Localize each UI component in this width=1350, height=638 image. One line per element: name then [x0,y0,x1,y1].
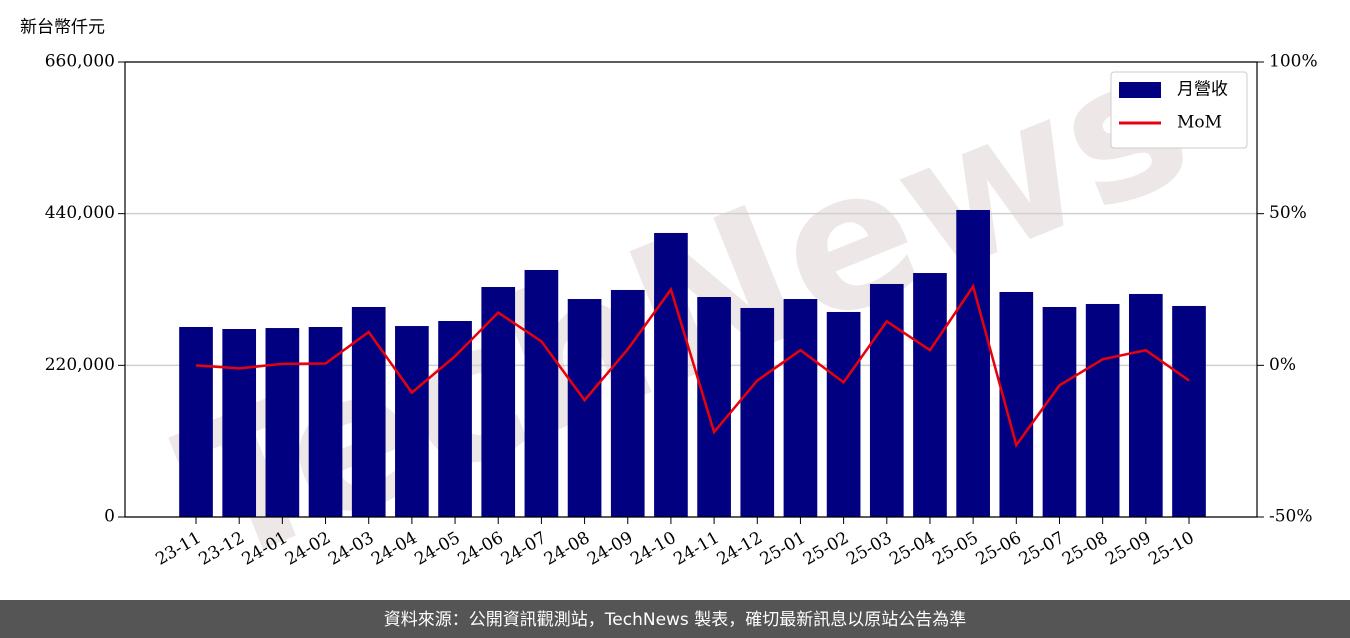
legend-label: MoM [1177,113,1222,133]
bar [438,321,472,517]
y-tick-label: 220,000 [45,355,115,375]
line [195,283,1190,448]
plot-frame [124,61,1258,518]
y2-tick-label: 50% [1269,203,1307,223]
y-tick-label: 660,000 [45,52,115,72]
footer-text: 資料來源：公開資訊觀測站，TechNews 製表，確切最新訊息以原站公告為準 [384,610,966,630]
bar [1128,293,1163,517]
x-tick-label: 24-12 [714,528,766,570]
x-tick-label: 24-06 [455,528,507,570]
x-tick-label: 24-10 [627,528,679,570]
bar [1042,307,1077,517]
x-tick-label: 24-07 [498,528,550,570]
x-tick-label: 25-09 [1102,528,1154,570]
bar [395,326,429,517]
bar [308,327,343,517]
y2-tick-label: 100% [1269,52,1318,72]
bar [697,297,731,517]
legend-label: 月營收 [1177,80,1228,100]
bar [222,329,257,517]
bar [740,307,775,517]
bar [869,283,904,517]
y-tick-label: 0 [104,507,115,527]
x-tick-label: 24-09 [584,528,636,570]
footer-bar [0,600,1350,638]
bar [351,307,386,517]
x-tick-label: 25-01 [757,528,809,570]
x-tick-label: 23-11 [152,528,204,570]
bar [1085,303,1120,517]
x-tick-label: 25-08 [1059,528,1111,570]
y2-tick-label: -50% [1269,507,1313,527]
x-tick-label: 25-02 [800,528,852,570]
y2-tick-label: 0% [1269,355,1296,375]
bar [179,327,213,517]
y-axis-label: 新台幣仟元 [20,18,105,38]
x-tick-label: 25-10 [1145,528,1197,570]
bar [567,299,602,517]
bar [1172,305,1206,517]
bar [654,232,688,517]
bar [956,210,990,517]
x-tick-label: 25-05 [929,528,981,570]
x-tick-label: 25-06 [973,528,1025,570]
x-tick-label: 24-08 [541,528,593,570]
x-tick-label: 25-04 [886,528,938,570]
bar [524,269,559,517]
bar [913,273,947,517]
legend-swatch [1119,82,1161,98]
x-tick-label: 24-11 [670,528,722,570]
bar [826,311,861,517]
y-tick-label: 440,000 [45,203,115,223]
bar [265,328,300,517]
x-tick-label: 25-03 [843,528,895,570]
bar [783,299,818,517]
x-tick-label: 25-07 [1016,528,1068,570]
bar [610,289,645,517]
